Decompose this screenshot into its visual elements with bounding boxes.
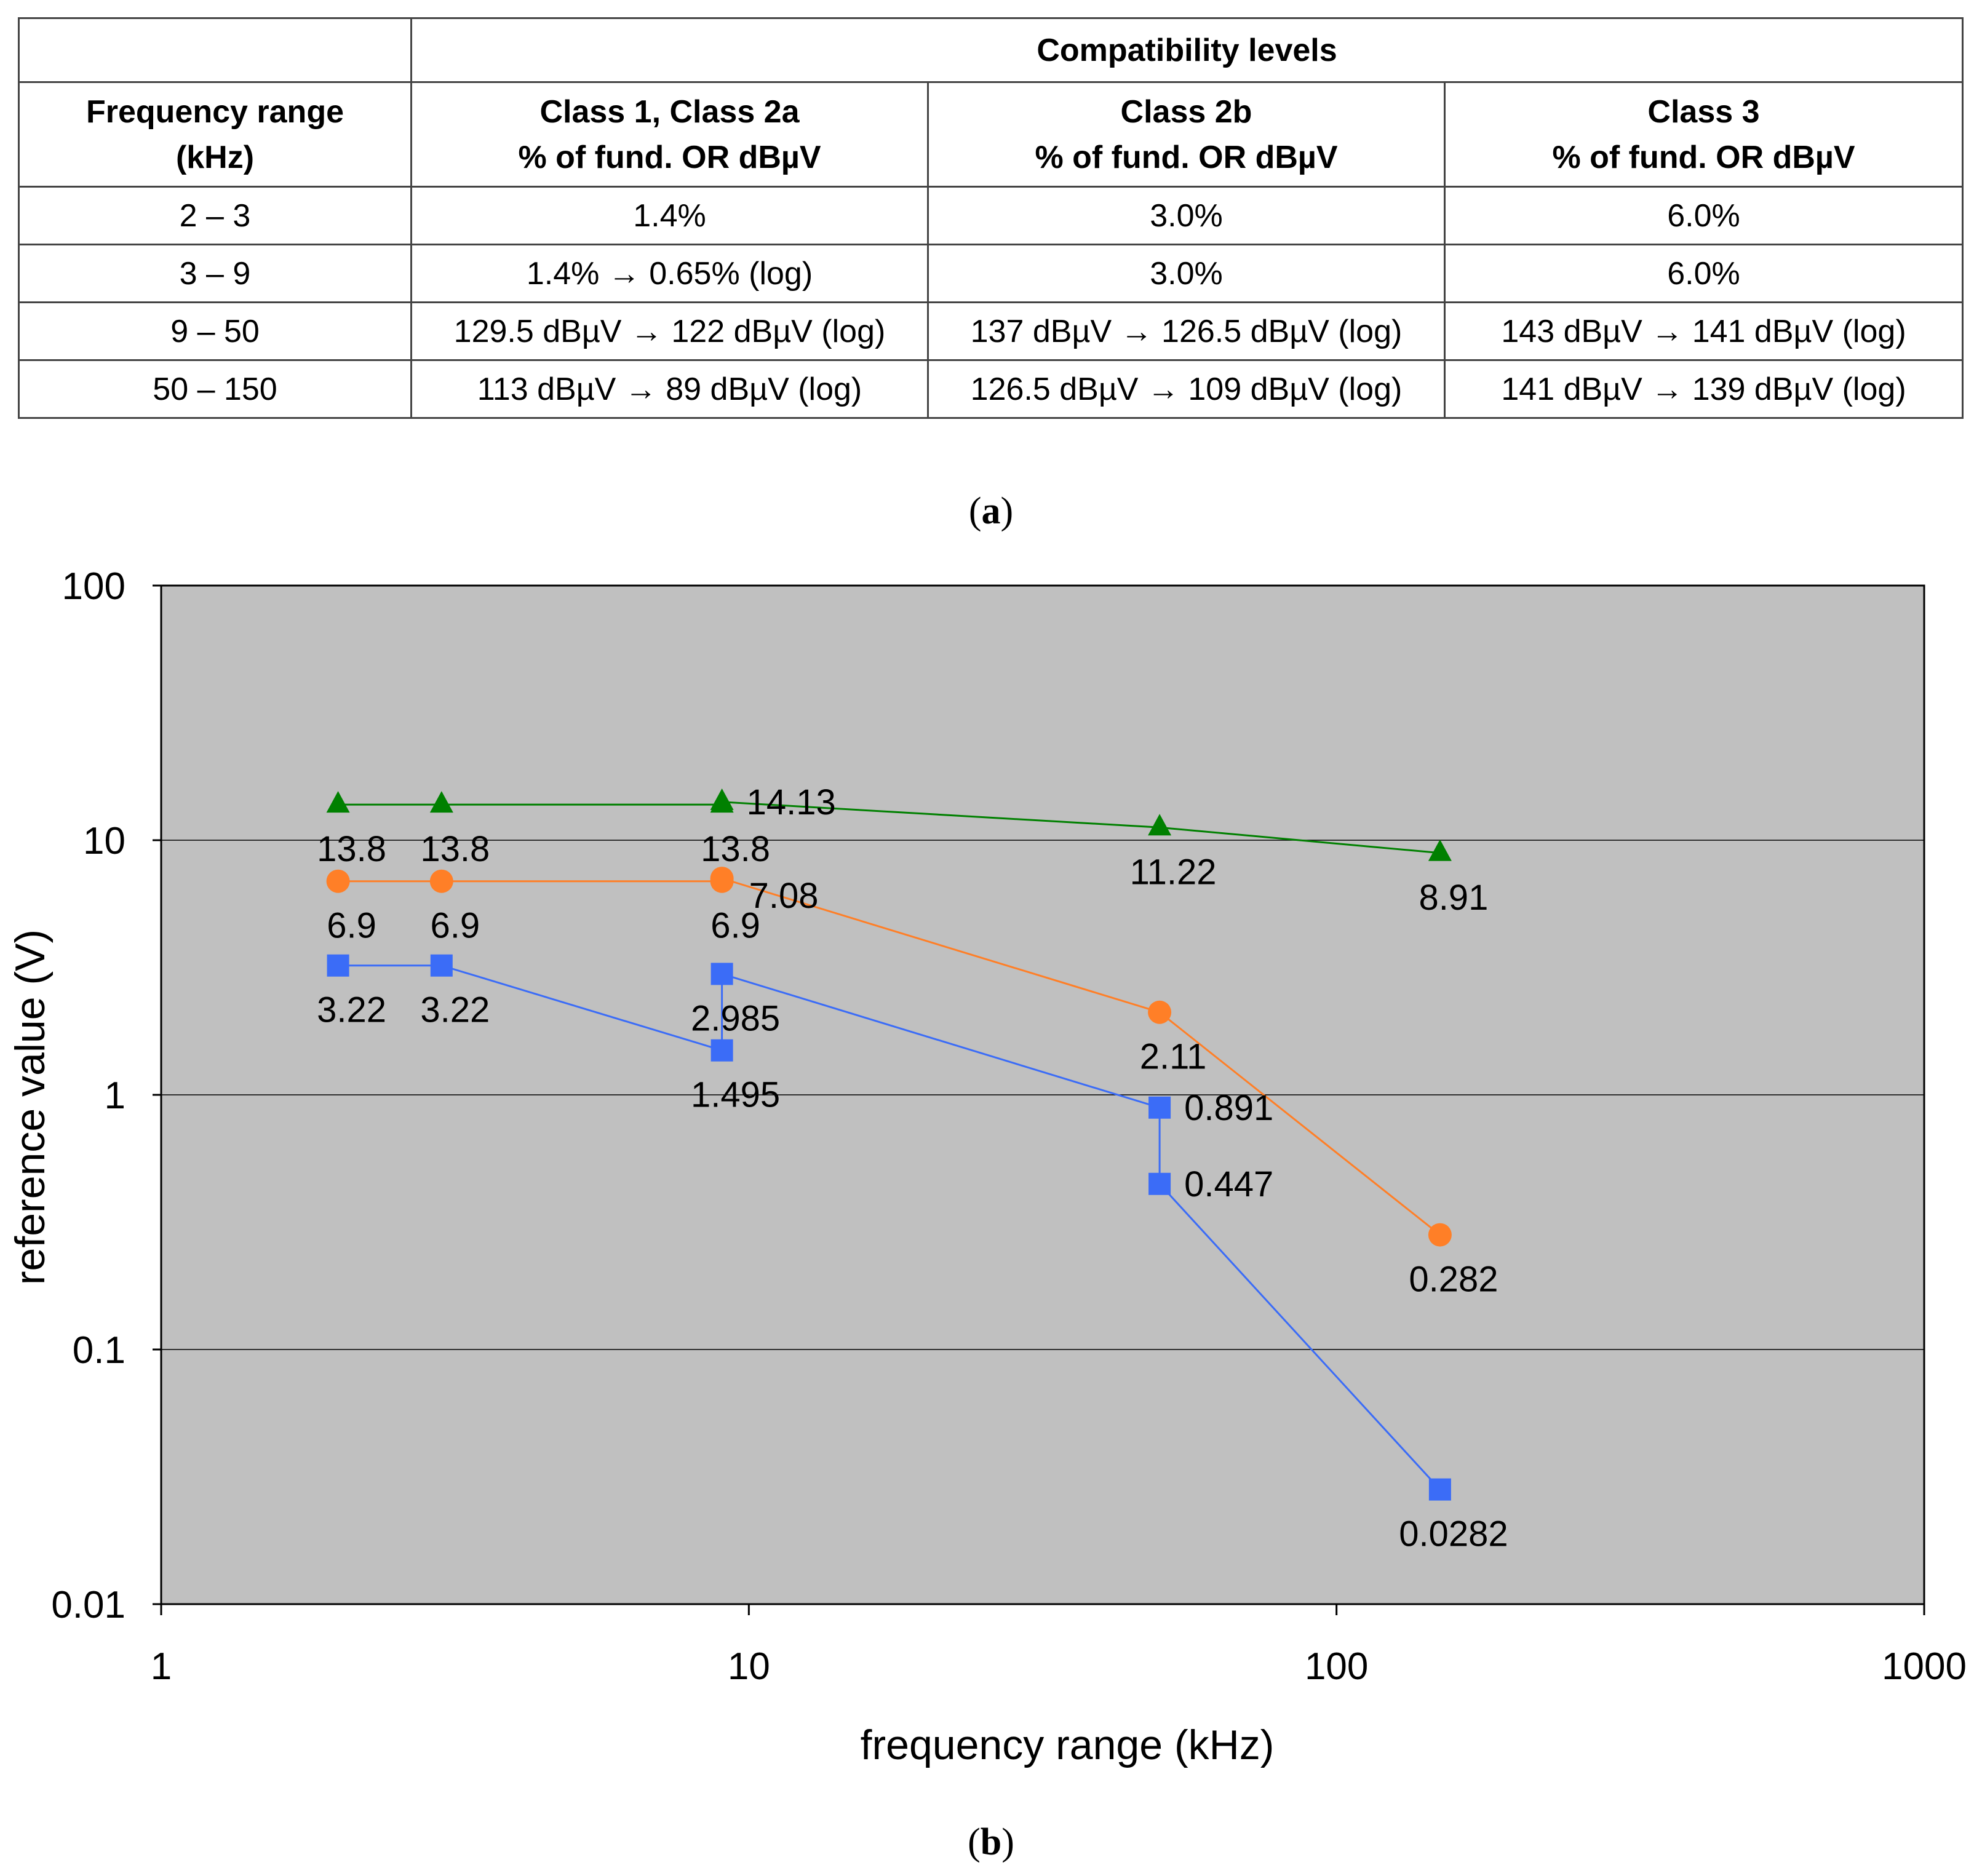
col-header-line: % of fund. OR dBµV bbox=[1035, 139, 1338, 175]
data-label: 6.9 bbox=[327, 906, 376, 946]
table-cell: 1.4% → 0.65% (log) bbox=[410, 244, 929, 303]
table-cell: 137 dBµV → 126.5 dBµV (log) bbox=[927, 301, 1446, 361]
table-row: 50 – 150 113 dBµV → 89 dBµV (log) 126.5 … bbox=[18, 359, 1964, 419]
data-label: 3.22 bbox=[420, 990, 490, 1030]
data-label: 6.9 bbox=[710, 906, 760, 946]
table-cell: 3 – 9 bbox=[18, 244, 412, 303]
table-row: 9 – 50 129.5 dBµV → 122 dBµV (log) 137 d… bbox=[18, 301, 1964, 361]
col-header-line: % of fund. OR dBµV bbox=[1552, 139, 1855, 175]
col-header-line: Class 1, Class 2a bbox=[539, 93, 800, 130]
table-cell: 3.0% bbox=[927, 244, 1446, 303]
table-cell: 1.4% bbox=[410, 186, 929, 245]
table-cell: 6.0% bbox=[1444, 244, 1964, 303]
col-header-frequency: Frequency range (kHz) bbox=[18, 81, 412, 188]
caption-b: (b) bbox=[968, 1821, 1014, 1863]
data-label: 6.9 bbox=[430, 906, 480, 946]
data-point bbox=[710, 867, 734, 891]
data-label: 14.13 bbox=[747, 782, 836, 822]
data-point bbox=[710, 1039, 733, 1062]
data-label: 13.8 bbox=[317, 829, 386, 869]
col-header-line: (kHz) bbox=[175, 139, 255, 175]
compatibility-table: Compatibility levels Frequency range (kH… bbox=[18, 17, 1964, 419]
data-label: 7.08 bbox=[749, 876, 819, 916]
table-cell: 126.5 dBµV → 109 dBµV (log) bbox=[927, 359, 1446, 419]
col-header-line: Frequency range bbox=[86, 93, 344, 130]
x-tick-label: 1000 bbox=[1882, 1645, 1967, 1688]
table-cell: 141 dBµV → 139 dBµV (log) bbox=[1444, 359, 1964, 419]
col-header-line: Class 2b bbox=[1120, 93, 1252, 130]
data-point bbox=[1148, 1000, 1172, 1024]
empty-corner-cell bbox=[18, 17, 412, 83]
table-cell: 6.0% bbox=[1444, 186, 1964, 245]
caption-letter: a bbox=[981, 490, 1001, 532]
data-point bbox=[1148, 814, 1172, 836]
data-label: 0.447 bbox=[1184, 1164, 1273, 1204]
table-row: 3 – 9 1.4% → 0.65% (log) 3.0% 6.0% bbox=[18, 244, 1964, 303]
data-point bbox=[1148, 1096, 1171, 1119]
data-point bbox=[429, 791, 453, 813]
data-point bbox=[1148, 1172, 1171, 1195]
x-axis-label: frequency range (kHz) bbox=[861, 1722, 1275, 1768]
caption-letter: b bbox=[980, 1821, 1002, 1863]
group-header: Compatibility levels bbox=[410, 17, 1964, 83]
y-tick-label: 1 bbox=[105, 1075, 125, 1117]
data-label: 3.22 bbox=[317, 990, 386, 1030]
data-point bbox=[710, 963, 733, 985]
data-label: 11.22 bbox=[1130, 852, 1217, 892]
y-tick-label: 0.01 bbox=[51, 1584, 125, 1626]
table-row: 2 – 3 1.4% 3.0% 6.0% bbox=[18, 186, 1964, 245]
data-label: 0.0282 bbox=[1399, 1514, 1508, 1554]
col-header-class2b: Class 2b % of fund. OR dBµV bbox=[927, 81, 1446, 188]
x-tick-label: 1 bbox=[151, 1645, 172, 1688]
y-tick-label: 10 bbox=[83, 820, 125, 862]
x-tick-label: 100 bbox=[1305, 1645, 1368, 1688]
y-tick-label: 0.1 bbox=[73, 1329, 125, 1372]
data-point bbox=[326, 791, 350, 813]
data-label: 1.495 bbox=[691, 1075, 780, 1115]
data-label: 2.985 bbox=[691, 998, 780, 1038]
data-label: 13.8 bbox=[420, 829, 490, 869]
x-tick-label: 10 bbox=[728, 1645, 770, 1688]
col-header-line: % of fund. OR dBµV bbox=[518, 139, 821, 175]
data-point bbox=[430, 954, 453, 977]
data-label: 13.8 bbox=[701, 829, 770, 869]
table-cell: 3.0% bbox=[927, 186, 1446, 245]
table-cell: 2 – 3 bbox=[18, 186, 412, 245]
table-cell: 143 dBµV → 141 dBµV (log) bbox=[1444, 301, 1964, 361]
table-cell: 129.5 dBµV → 122 dBµV (log) bbox=[410, 301, 929, 361]
caption-a: (a) bbox=[968, 490, 1014, 532]
data-point bbox=[327, 954, 349, 977]
col-header-class1-2a: Class 1, Class 2a % of fund. OR dBµV bbox=[410, 81, 929, 188]
data-point bbox=[710, 788, 734, 810]
col-header-line: Class 3 bbox=[1647, 93, 1760, 130]
y-axis-label: reference value (V) bbox=[7, 929, 54, 1285]
data-point bbox=[326, 869, 350, 893]
data-label: 0.282 bbox=[1409, 1260, 1498, 1300]
table-cell: 9 – 50 bbox=[18, 301, 412, 361]
data-point bbox=[1428, 1223, 1452, 1247]
data-label: 2.11 bbox=[1140, 1037, 1207, 1077]
col-header-class3: Class 3 % of fund. OR dBµV bbox=[1444, 81, 1964, 188]
reference-value-chart: 0.01 0.1 1 10 100 1 10 100 1000 frequency range (… bbox=[7, 565, 1967, 1768]
table-cell: 113 dBµV → 89 dBµV (log) bbox=[410, 359, 929, 419]
data-point bbox=[429, 869, 453, 893]
y-tick-label: 100 bbox=[62, 565, 125, 608]
data-point bbox=[1428, 839, 1452, 861]
table-cell: 50 – 150 bbox=[18, 359, 412, 419]
data-point bbox=[1428, 1478, 1451, 1501]
data-label: 8.91 bbox=[1419, 878, 1488, 918]
data-label: 0.891 bbox=[1184, 1088, 1273, 1128]
